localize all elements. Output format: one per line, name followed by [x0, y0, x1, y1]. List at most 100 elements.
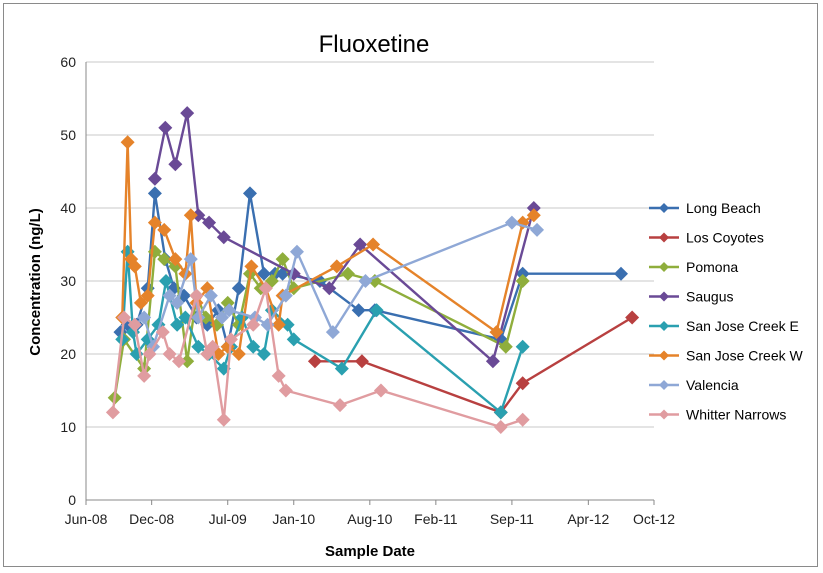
legend-label: San Jose Creek W [686, 348, 803, 364]
data-point [105, 405, 120, 420]
data-point [137, 310, 152, 325]
data-point [216, 230, 231, 245]
data-point [168, 252, 183, 267]
y-tick-label: 0 [68, 492, 76, 508]
data-point [168, 157, 183, 172]
y-axis-label: Concentration (ng/L) [27, 208, 44, 355]
legend-marker [659, 291, 669, 302]
data-point [147, 215, 162, 230]
data-point [485, 354, 500, 369]
data-point [231, 281, 246, 296]
x-tick-label: Aug-10 [347, 511, 392, 527]
data-point [191, 339, 206, 354]
data-point [183, 252, 198, 267]
legend-label: Los Coyotes [686, 230, 764, 246]
data-point [246, 339, 261, 354]
data-point [246, 317, 261, 332]
legend-marker [659, 262, 669, 272]
x-axis-label: Sample Date [325, 543, 415, 560]
legend-item: Saugus [649, 289, 733, 305]
data-point [137, 368, 152, 383]
series-group [105, 106, 640, 434]
data-point [222, 303, 237, 318]
data-point [493, 405, 508, 420]
data-point [170, 317, 185, 332]
x-tick-label: Oct-12 [633, 511, 675, 527]
data-point [504, 215, 519, 230]
x-tick-label: Dec-08 [129, 511, 174, 527]
legend: Long Beach Los Coyotes Pomona Saugus San Jos… [649, 200, 803, 423]
data-point [373, 383, 388, 398]
legend-label: Saugus [686, 289, 733, 305]
data-point [358, 274, 373, 288]
data-point [307, 354, 322, 369]
x-tick-label: Apr-12 [567, 511, 609, 527]
series-los-coyotes [307, 310, 640, 420]
data-point [157, 252, 172, 267]
series-line [153, 112, 535, 364]
data-point [191, 208, 206, 223]
legend-item: Long Beach [649, 200, 761, 216]
data-point [329, 259, 344, 274]
data-point [142, 347, 157, 361]
data-point [271, 317, 286, 332]
data-point [289, 244, 304, 259]
data-point [515, 376, 530, 391]
data-point [489, 325, 504, 340]
data-point [216, 412, 231, 427]
data-point [133, 295, 148, 310]
data-point [325, 325, 340, 340]
data-point [203, 288, 218, 303]
data-point [214, 310, 229, 325]
legend-item: Whitter Narrows [649, 407, 786, 423]
legend-marker [659, 380, 669, 390]
data-point [155, 325, 170, 340]
data-point [334, 361, 349, 376]
legend-marker [659, 321, 669, 331]
legend-label: Whitter Narrows [686, 407, 786, 423]
data-point [256, 266, 271, 281]
x-tick-label: Jan-10 [272, 511, 315, 527]
data-point [202, 215, 217, 230]
legend-label: Pomona [686, 259, 738, 275]
legend-item: San Jose Creek W [649, 348, 803, 364]
data-point [366, 237, 381, 252]
data-point [231, 347, 246, 361]
data-point [159, 274, 174, 288]
data-point [354, 354, 369, 369]
legend-item: Valencia [649, 377, 739, 393]
series-line [134, 221, 538, 351]
legend-marker [659, 409, 669, 420]
data-point [170, 295, 185, 310]
data-point [493, 420, 508, 434]
y-tick-label: 50 [60, 127, 76, 143]
data-point [526, 201, 541, 215]
data-point [157, 222, 172, 237]
data-point [530, 222, 545, 237]
data-point [278, 383, 293, 398]
x-tick-label: Feb-11 [414, 511, 458, 527]
data-point [180, 106, 195, 121]
data-point [183, 208, 198, 223]
data-point [205, 339, 220, 354]
chart-frame: Fluoxetine 0 10 20 30 40 50 60 Jun-08 Dec-08 Jul… [3, 3, 818, 567]
data-point [140, 288, 155, 303]
legend-item: Los Coyotes [649, 230, 764, 246]
data-point [147, 186, 162, 201]
data-point [244, 259, 259, 274]
data-point [322, 281, 337, 296]
series-saugus [147, 106, 541, 369]
legend-item: San Jose Creek E [649, 318, 799, 334]
x-tick-label: Jul-09 [209, 511, 247, 527]
legend-marker [659, 203, 669, 213]
y-tick-label: 30 [60, 273, 76, 289]
y-tick-label: 60 [60, 54, 76, 70]
chart: Fluoxetine 0 10 20 30 40 50 60 Jun-08 Dec-08 Jul… [27, 31, 803, 560]
data-point [117, 310, 132, 325]
data-point [271, 368, 286, 383]
legend-marker [659, 232, 669, 243]
legend-label: Long Beach [686, 200, 761, 216]
data-point [526, 208, 541, 223]
series-whitter-narrows [105, 281, 530, 434]
data-point [180, 354, 195, 369]
